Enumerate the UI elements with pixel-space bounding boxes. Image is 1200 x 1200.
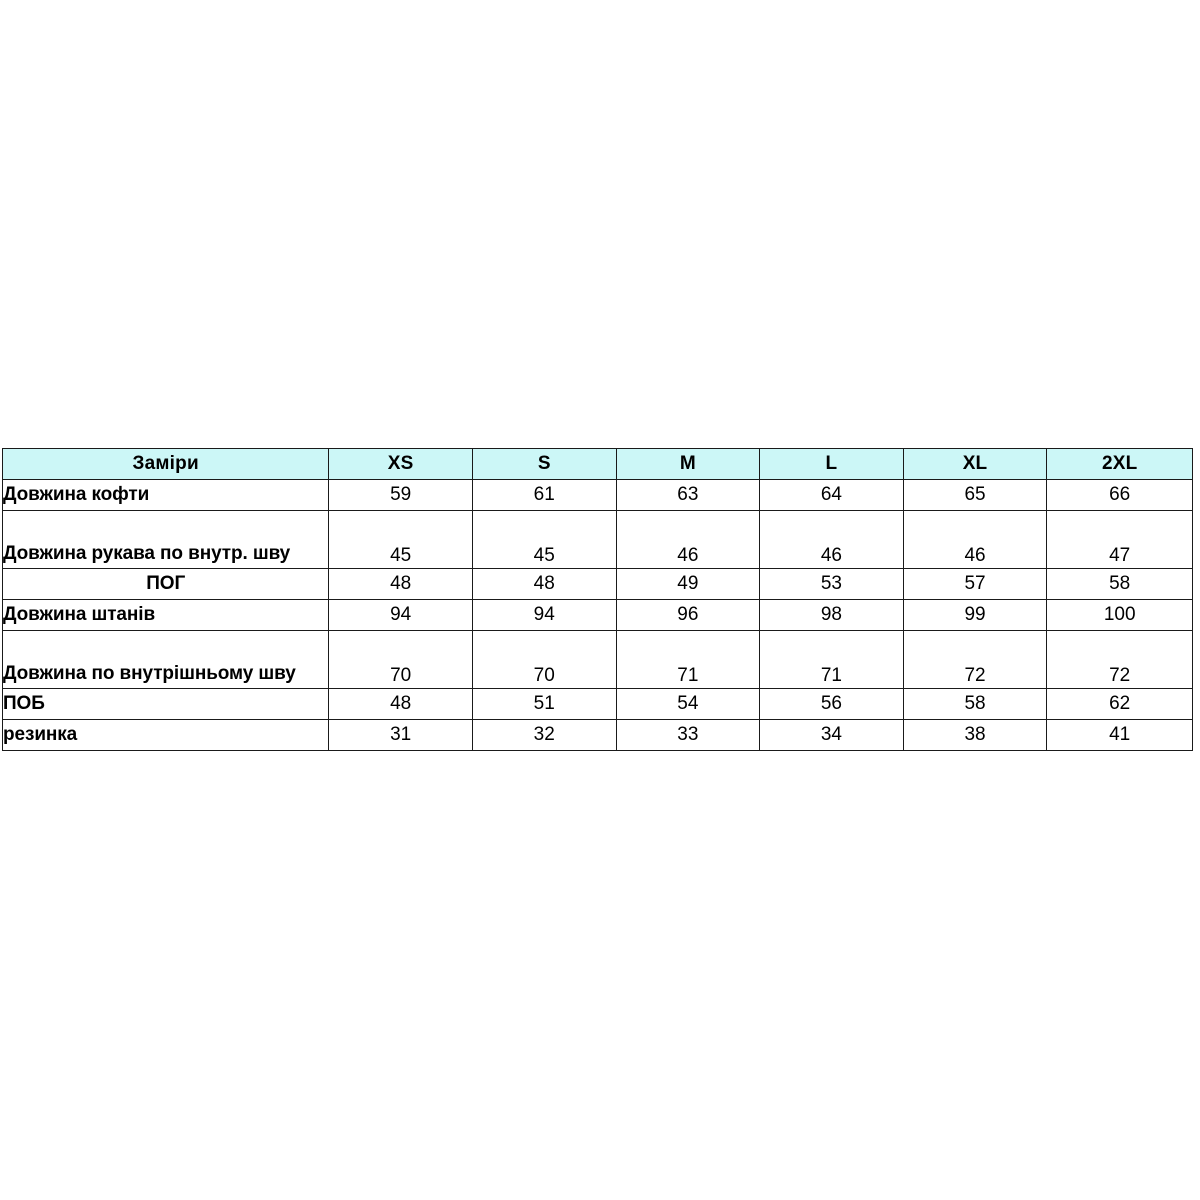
row-label-dovzhyna-rukava: Довжина рукава по внутр. шву: [1, 510, 330, 569]
column-header-m: M: [615, 448, 761, 480]
cell-rezynka-l: 34: [759, 719, 904, 751]
table-row: резинка 31 32 33 34 38 41: [1, 719, 1193, 751]
table-row: Довжина по внутрішньому шву 70 70 71 71 …: [1, 630, 1193, 689]
row-label-dovzhyna-kofty: Довжина кофти: [1, 479, 330, 511]
row-label-dovzhyna-shtaniv: Довжина штанів: [1, 599, 330, 631]
cell-dovzhyna-kofty-xl: 65: [902, 479, 1048, 511]
cell-pog-m: 49: [615, 568, 761, 600]
cell-dovzhyna-shtaniv-s: 94: [471, 599, 617, 631]
column-header-measurements: Заміри: [1, 448, 330, 480]
cell-dovzhyna-vnutrishnim-2xl: 72: [1046, 630, 1193, 689]
cell-rezynka-2xl: 41: [1046, 719, 1193, 751]
cell-dovzhyna-shtaniv-xl: 99: [902, 599, 1048, 631]
cell-dovzhyna-rukava-s: 45: [471, 510, 617, 569]
cell-dovzhyna-rukava-xl: 46: [902, 510, 1048, 569]
table-row: Довжина кофти 59 61 63 64 65 66: [1, 479, 1193, 511]
column-header-xl: XL: [902, 448, 1048, 480]
table-header-row: Заміри XS S M L XL 2XL: [1, 448, 1193, 480]
cell-pob-l: 56: [759, 688, 904, 720]
cell-dovzhyna-rukava-xs: 45: [328, 510, 473, 569]
cell-pob-2xl: 62: [1046, 688, 1193, 720]
cell-dovzhyna-shtaniv-xs: 94: [328, 599, 473, 631]
column-header-l: L: [759, 448, 904, 480]
cell-dovzhyna-vnutrishnim-xl: 72: [902, 630, 1048, 689]
cell-pob-xs: 48: [328, 688, 473, 720]
cell-dovzhyna-rukava-l: 46: [759, 510, 904, 569]
cell-pob-xl: 58: [902, 688, 1048, 720]
cell-dovzhyna-vnutrishnim-s: 70: [471, 630, 617, 689]
table-row: Довжина штанів 94 94 96 98 99 100: [1, 599, 1193, 631]
cell-dovzhyna-vnutrishnim-l: 71: [759, 630, 904, 689]
size-chart-container: Заміри XS S M L XL 2XL Довжина кофти 59 …: [1, 448, 1193, 751]
row-label-pog: ПОГ: [1, 568, 330, 600]
cell-dovzhyna-shtaniv-2xl: 100: [1046, 599, 1193, 631]
column-header-2xl: 2XL: [1046, 448, 1193, 480]
cell-dovzhyna-shtaniv-m: 96: [615, 599, 761, 631]
cell-rezynka-xl: 38: [902, 719, 1048, 751]
row-label-dovzhyna-vnutrishnim-shvom: Довжина по внутрішньому шву: [1, 630, 330, 689]
cell-dovzhyna-rukava-m: 46: [615, 510, 761, 569]
cell-dovzhyna-rukava-2xl: 47: [1046, 510, 1193, 569]
cell-dovzhyna-kofty-s: 61: [471, 479, 617, 511]
cell-dovzhyna-kofty-m: 63: [615, 479, 761, 511]
cell-pog-xl: 57: [902, 568, 1048, 600]
row-label-pob: ПОБ: [1, 688, 330, 720]
cell-pob-m: 54: [615, 688, 761, 720]
cell-pog-xs: 48: [328, 568, 473, 600]
cell-pog-2xl: 58: [1046, 568, 1193, 600]
cell-dovzhyna-kofty-2xl: 66: [1046, 479, 1193, 511]
cell-pog-l: 53: [759, 568, 904, 600]
cell-dovzhyna-vnutrishnim-xs: 70: [328, 630, 473, 689]
column-header-xs: XS: [328, 448, 473, 480]
cell-pob-s: 51: [471, 688, 617, 720]
cell-dovzhyna-vnutrishnim-m: 71: [615, 630, 761, 689]
cell-rezynka-s: 32: [471, 719, 617, 751]
cell-dovzhyna-shtaniv-l: 98: [759, 599, 904, 631]
cell-pog-s: 48: [471, 568, 617, 600]
table-row: Довжина рукава по внутр. шву 45 45 46 46…: [1, 510, 1193, 569]
table-body: Довжина кофти 59 61 63 64 65 66 Довжина …: [1, 479, 1193, 751]
cell-dovzhyna-kofty-xs: 59: [328, 479, 473, 511]
cell-dovzhyna-kofty-l: 64: [759, 479, 904, 511]
cell-rezynka-m: 33: [615, 719, 761, 751]
table-row: ПОБ 48 51 54 56 58 62: [1, 688, 1193, 720]
cell-rezynka-xs: 31: [328, 719, 473, 751]
size-measurements-table: Заміри XS S M L XL 2XL Довжина кофти 59 …: [1, 448, 1193, 751]
row-label-rezynka: резинка: [1, 719, 330, 751]
column-header-s: S: [471, 448, 617, 480]
table-row: ПОГ 48 48 49 53 57 58: [1, 568, 1193, 600]
